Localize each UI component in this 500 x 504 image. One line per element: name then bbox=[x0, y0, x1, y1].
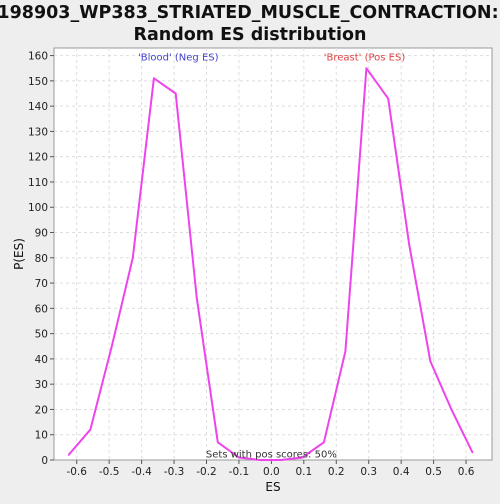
y-tick-label: 160 bbox=[28, 51, 48, 63]
y-tick-label: 20 bbox=[35, 404, 48, 416]
annotation-label: Sets with pos scores: 50% bbox=[206, 449, 337, 460]
data-point bbox=[259, 459, 261, 461]
y-tick-label: 90 bbox=[35, 228, 48, 240]
x-tick-label: -0.5 bbox=[99, 466, 120, 478]
data-point bbox=[429, 360, 432, 363]
data-point bbox=[174, 92, 177, 95]
data-point bbox=[408, 244, 411, 246]
data-point bbox=[89, 428, 92, 431]
x-tick-label: 0.4 bbox=[393, 466, 410, 478]
x-tick-label: 0.0 bbox=[263, 466, 280, 478]
chart-title-line2: Random ES distribution bbox=[133, 25, 366, 45]
y-tick-label: 70 bbox=[35, 278, 48, 290]
y-tick-label: 40 bbox=[35, 354, 48, 366]
y-tick-label: 140 bbox=[28, 101, 48, 113]
data-point bbox=[195, 297, 198, 300]
data-point bbox=[153, 77, 155, 80]
y-tick-label: 130 bbox=[28, 126, 48, 138]
x-tick-label: 0.5 bbox=[425, 466, 442, 478]
y-tick-label: 60 bbox=[35, 303, 48, 315]
x-tick-label: -0.6 bbox=[66, 466, 87, 478]
axis-layer: 0 10 20 30 40 50 60 70 80 90 100 110 120 130 140 150 160… bbox=[28, 51, 475, 478]
data-point bbox=[110, 345, 113, 348]
data-point bbox=[387, 97, 389, 100]
x-axis-label: ES bbox=[265, 480, 280, 494]
data-point bbox=[344, 350, 347, 353]
data-point bbox=[217, 441, 219, 444]
x-tick-label: 0.2 bbox=[328, 466, 345, 478]
data-point bbox=[280, 459, 282, 461]
y-tick-label: 10 bbox=[35, 430, 48, 442]
data-point bbox=[450, 408, 453, 411]
series-layer bbox=[67, 67, 474, 461]
x-tick-label: 0.6 bbox=[458, 466, 475, 478]
es-distribution-line bbox=[67, 67, 474, 461]
x-tick-label: 0.3 bbox=[360, 466, 377, 478]
y-tick-label: 50 bbox=[35, 329, 48, 341]
data-point bbox=[471, 451, 474, 454]
y-tick-label: 0 bbox=[41, 455, 48, 467]
grid-layer bbox=[54, 48, 492, 460]
chart-title-line1: 198903_WP383_STRIATED_MUSCLE_CONTRACTION… bbox=[0, 3, 499, 23]
data-point bbox=[238, 456, 240, 459]
x-tick-label: -0.3 bbox=[164, 466, 185, 478]
plot-area bbox=[53, 47, 493, 461]
x-tick-label: -0.2 bbox=[196, 466, 217, 478]
data-point bbox=[323, 441, 325, 444]
data-point bbox=[301, 456, 304, 459]
y-tick-label: 30 bbox=[35, 379, 48, 391]
y-axis-label: P(ES) bbox=[12, 238, 26, 270]
y-tick-label: 80 bbox=[35, 253, 48, 265]
y-tick-label: 110 bbox=[28, 177, 48, 189]
data-point bbox=[132, 256, 134, 259]
x-tick-label: 0.1 bbox=[295, 466, 312, 478]
data-point bbox=[365, 67, 368, 70]
annotation-layer: 'Blood' (Neg ES) 'Breast' (Pos ES) Sets wi… bbox=[138, 53, 405, 461]
x-tick-label: -0.4 bbox=[131, 466, 152, 478]
y-tick-label: 100 bbox=[28, 202, 48, 214]
y-tick-label: 120 bbox=[28, 152, 48, 164]
annotation-label: 'Breast' (Pos ES) bbox=[324, 53, 406, 64]
annotation-label: 'Blood' (Neg ES) bbox=[138, 53, 219, 64]
data-point bbox=[67, 454, 70, 456]
x-tick-label: -0.1 bbox=[229, 466, 250, 478]
y-tick-label: 150 bbox=[28, 76, 48, 88]
